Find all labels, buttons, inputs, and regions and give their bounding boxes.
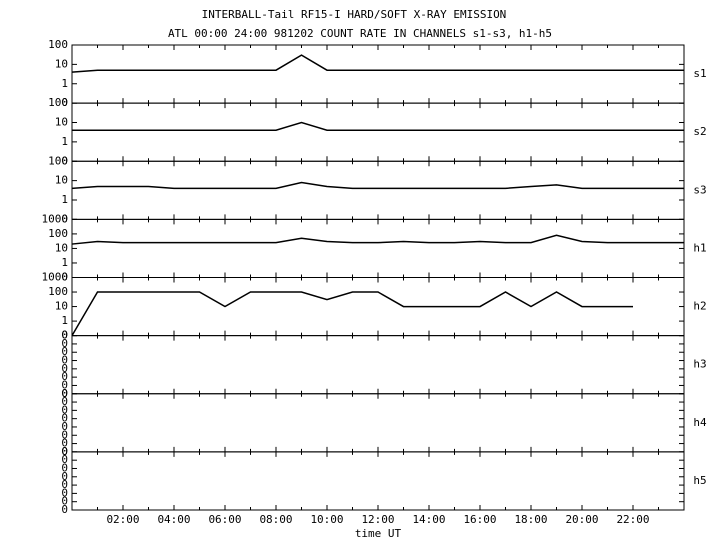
y-tick-label: 0 xyxy=(61,362,68,375)
y-tick-label: 0 xyxy=(61,486,68,499)
chart-title: INTERBALL-Tail RF15-I HARD/SOFT X-RAY EM… xyxy=(202,8,507,21)
panel-label: h1 xyxy=(693,241,706,254)
y-tick-label: 10 xyxy=(55,241,68,254)
x-tick-label: 12:00 xyxy=(361,513,394,526)
y-tick-label: 1 xyxy=(61,314,68,327)
y-tick-label: 100 xyxy=(48,38,68,51)
data-line xyxy=(71,234,684,245)
y-tick-label: 0 xyxy=(61,412,68,425)
data-line xyxy=(71,181,684,190)
x-tick-label: 14:00 xyxy=(412,513,445,526)
y-tick-label: 0 xyxy=(61,387,68,400)
x-axis-label: time UT xyxy=(355,527,402,540)
y-tick-label: 1 xyxy=(61,135,68,148)
y-tick-label: 100 xyxy=(48,96,68,109)
y-tick-label: 10 xyxy=(55,57,68,70)
y-tick-label: 0 xyxy=(61,329,68,342)
data-line xyxy=(71,54,684,73)
y-tick-label: 10 xyxy=(55,174,68,187)
y-tick-label: 0 xyxy=(61,445,68,458)
x-tick-label: 04:00 xyxy=(157,513,190,526)
y-tick-label: 0 xyxy=(61,345,68,358)
panel-label: h3 xyxy=(693,358,706,371)
y-tick-label: 0 xyxy=(61,212,68,225)
panel-label: s1 xyxy=(693,67,706,80)
y-tick-label: 0 xyxy=(61,387,68,400)
x-tick-label: 16:00 xyxy=(463,513,496,526)
x-tick-label: 02:00 xyxy=(106,513,139,526)
x-tick-label: 10:00 xyxy=(310,513,343,526)
y-tick-label: 0 xyxy=(61,420,68,433)
panel-label: h5 xyxy=(693,474,706,487)
y-tick-label: 0 xyxy=(61,96,68,109)
y-tick-label: 0 xyxy=(61,461,68,474)
y-tick-label: 0 xyxy=(61,428,68,441)
y-tick-label: 0 xyxy=(61,395,68,408)
panel-label: h2 xyxy=(693,300,706,313)
y-tick-label: 0 xyxy=(61,337,68,350)
x-tick-label: 18:00 xyxy=(514,513,547,526)
y-tick-label: 0 xyxy=(61,445,68,458)
y-tick-label: 10 xyxy=(55,116,68,129)
x-tick-label: 06:00 xyxy=(208,513,241,526)
y-tick-label: 0 xyxy=(61,154,68,167)
y-tick-label: 0 xyxy=(61,271,68,284)
y-tick-label: 0 xyxy=(61,437,68,450)
y-tick-label: 1000 xyxy=(42,212,69,225)
y-tick-label: 0 xyxy=(61,354,68,367)
x-tick-label: 08:00 xyxy=(259,513,292,526)
y-tick-label: 1000 xyxy=(42,271,69,284)
y-tick-label: 0 xyxy=(61,478,68,491)
y-tick-label: 0 xyxy=(61,495,68,508)
y-tick-label: 100 xyxy=(48,285,68,298)
panel-label: h4 xyxy=(693,416,707,429)
y-tick-label: 1 xyxy=(61,256,68,269)
chart-subtitle: ATL 00:00 24:00 981202 COUNT RATE IN CHA… xyxy=(168,27,552,40)
panel-label: s2 xyxy=(693,125,706,138)
y-tick-label: 0 xyxy=(61,370,68,383)
panel-label: s3 xyxy=(693,183,706,196)
y-tick-label: 0 xyxy=(61,503,68,516)
data-line xyxy=(72,121,684,131)
y-tick-label: 0 xyxy=(61,403,68,416)
y-tick-label: 1 xyxy=(61,193,68,206)
x-tick-label: 20:00 xyxy=(565,513,598,526)
data-line xyxy=(71,291,633,337)
y-tick-label: 100 xyxy=(48,154,68,167)
y-tick-label: 0 xyxy=(61,329,68,342)
x-tick-label: 22:00 xyxy=(616,513,649,526)
y-tick-label: 0 xyxy=(61,378,68,391)
y-tick-label: 10 xyxy=(55,300,68,313)
y-tick-label: 1 xyxy=(61,77,68,90)
y-tick-label: 0 xyxy=(61,470,68,483)
y-tick-label: 100 xyxy=(48,227,68,240)
y-tick-label: 0 xyxy=(61,453,68,466)
